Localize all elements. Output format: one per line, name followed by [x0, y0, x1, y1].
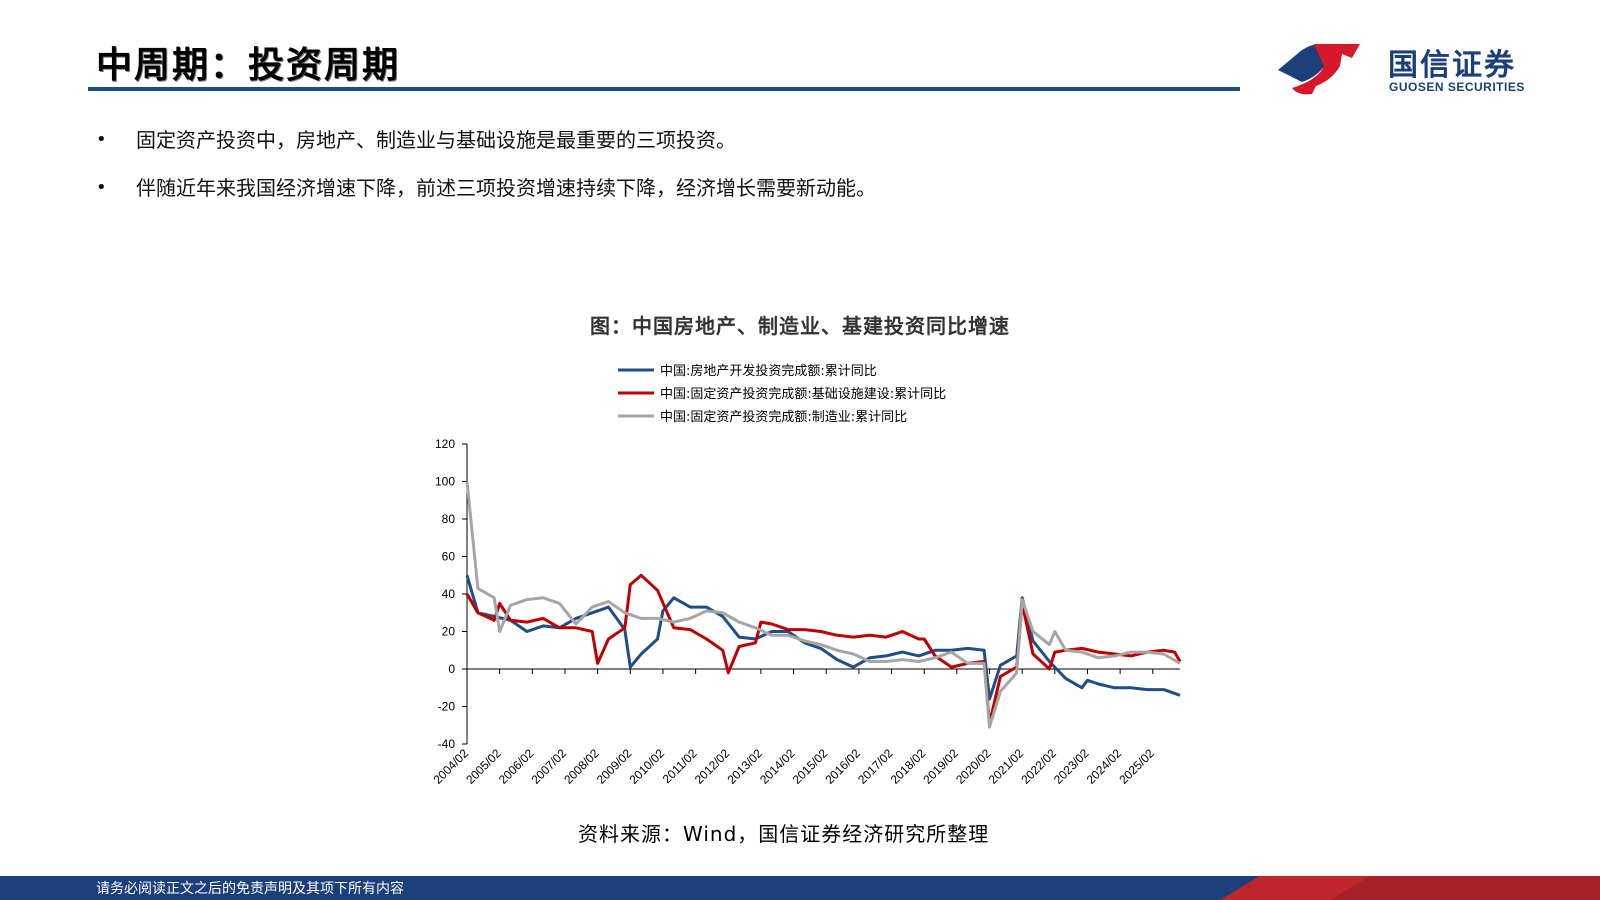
x-tick-label: 2007/02 [529, 746, 570, 787]
guosen-logo-icon [1278, 44, 1360, 95]
x-tick-label: 2023/02 [1051, 746, 1092, 787]
legend-label-1: 中国:房地产开发投资完成额:累计同比 [660, 363, 877, 379]
y-tick-label: 20 [442, 625, 456, 639]
x-tick-label: 2017/02 [855, 746, 896, 787]
x-tick-label: 2012/02 [692, 746, 733, 787]
series-line-2 [465, 573, 1182, 725]
logo-english-name: GUOSEN SECURITIES [1389, 80, 1525, 94]
x-tick-label: 2025/02 [1116, 746, 1157, 787]
x-tick-label: 2004/02 [431, 746, 472, 787]
y-tick-label: 0 [448, 662, 455, 676]
x-tick-label: 2015/02 [790, 746, 831, 787]
logo-name: 国信证券 [1388, 48, 1516, 83]
bullet-list: 固定资产投资中，房地产、制造业与基础设施是最重要的三项投资。 伴随近年来我国经济… [96, 128, 876, 224]
x-tick-label: 2016/02 [822, 746, 863, 787]
x-tick-label: 2019/02 [920, 746, 961, 787]
footer-bar [0, 876, 1600, 900]
x-tick-label: 2013/02 [724, 746, 765, 787]
y-tick-label: 60 [442, 550, 456, 564]
series-line-3 [465, 481, 1181, 729]
bullet-item: 固定资产投资中，房地产、制造业与基础设施是最重要的三项投资。 [96, 128, 876, 152]
x-tick-label: 2018/02 [888, 746, 929, 787]
source-note: 资料来源：Wind，国信证券经济研究所整理 [578, 822, 990, 846]
chart-title: 图：中国房地产、制造业、基建投资同比增速 [590, 314, 1010, 338]
legend-label-3: 中国:固定资产投资完成额:制造业:累计同比 [660, 409, 907, 425]
x-tick-label: 2021/02 [986, 746, 1027, 787]
x-tick-label: 2022/02 [1018, 746, 1059, 787]
y-tick-label: -40 [438, 737, 456, 751]
logo-blue-shape [1278, 44, 1328, 82]
x-tick-label: 2020/02 [953, 746, 994, 787]
bullet-item: 伴随近年来我国经济增速下降，前述三项投资增速持续下降，经济增长需要新动能。 [96, 176, 876, 200]
y-tick-label: 100 [435, 475, 455, 489]
series-line-1 [465, 574, 1181, 701]
y-tick-label: 80 [442, 512, 456, 526]
title-divider [88, 87, 1240, 91]
x-tick-label: 2008/02 [561, 746, 602, 787]
x-tick-label: 2005/02 [463, 746, 504, 787]
x-tick-label: 2006/02 [496, 746, 537, 787]
y-tick-label: 120 [435, 437, 455, 451]
x-tick-label: 2010/02 [626, 746, 667, 787]
footer-disclaimer: 请务必阅读正文之后的免责声明及其项下所有内容 [96, 881, 404, 897]
page-title: 中周期：投资周期 [96, 45, 401, 86]
x-tick-label: 2014/02 [757, 746, 798, 787]
legend-label-2: 中国:固定资产投资完成额:基础设施建设:累计同比 [660, 386, 946, 402]
x-tick-label: 2024/02 [1084, 746, 1125, 787]
y-tick-label: -20 [438, 700, 456, 714]
y-tick-label: 40 [442, 587, 456, 601]
x-tick-label: 2009/02 [594, 746, 635, 787]
logo-red-shape [1292, 44, 1360, 95]
